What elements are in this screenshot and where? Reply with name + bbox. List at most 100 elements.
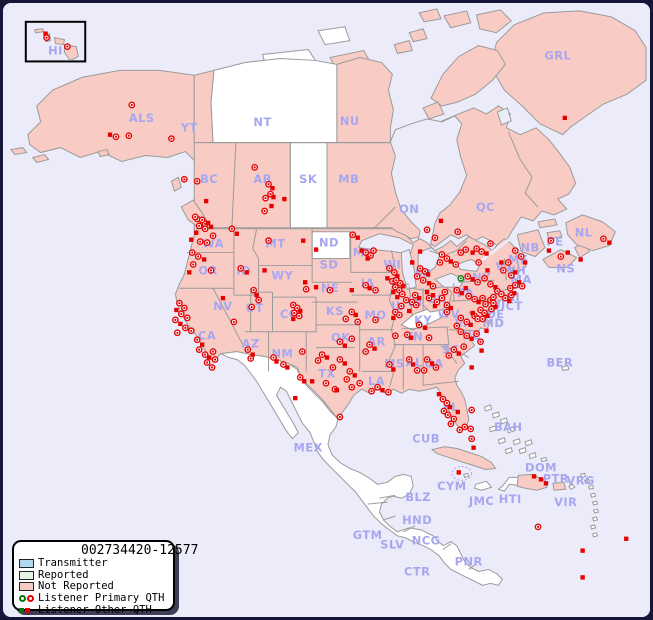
listener-primary-dot (456, 426, 464, 434)
listener-primary-dot (443, 301, 451, 309)
region-label-yt: YT (180, 121, 198, 135)
listener-primary-dot (318, 351, 326, 358)
region-label-il: IL (391, 299, 403, 313)
listener-other-dot (607, 240, 612, 245)
listener-primary-dot (425, 294, 433, 302)
listener-primary-dot (374, 383, 381, 391)
listener-other-dot (456, 470, 461, 475)
listener-primary-dot (349, 231, 357, 239)
listener-other-dot (313, 247, 319, 252)
listener-other-dot (470, 250, 475, 255)
listener-primary-dot (443, 308, 451, 316)
listener-primary-dot (441, 288, 449, 296)
listener-primary-dot (290, 309, 298, 317)
listener-primary-dot (487, 280, 494, 288)
listener-primary-dot (487, 240, 494, 248)
listener-other-dot (470, 310, 475, 316)
listener-other-dot (208, 224, 214, 229)
listener-other-dot (250, 352, 255, 357)
listener-other-dot (469, 336, 474, 341)
listener-primary-dot (436, 259, 444, 266)
listener-primary-dot (463, 332, 471, 340)
listener-primary-dot (385, 388, 392, 396)
listener-other-dot (411, 362, 416, 367)
region-haiti (497, 476, 519, 492)
listener-other-dot (367, 286, 372, 291)
listener-other-dot (372, 346, 377, 351)
listener-primary-dot (175, 299, 183, 307)
province-borders (204, 131, 539, 257)
listener-primary-dot (461, 423, 469, 431)
listener-primary-dot (511, 281, 519, 289)
legend-rows: Transmitter Reported Not Reported Listener … (19, 558, 173, 616)
listener-primary-dot (322, 379, 330, 387)
listener-other-dot (580, 575, 585, 580)
region-label-cub: CUB (412, 432, 440, 446)
island-arctic-3 (408, 28, 428, 43)
listener-primary-dot (454, 228, 462, 236)
listener-primary-dot (211, 356, 219, 363)
region-label-nt: NT (253, 115, 271, 129)
listener-primary-dot (208, 364, 216, 371)
listener-primary-dot (172, 316, 179, 324)
listener-primary-dot (431, 234, 439, 242)
region-label-ca: CA (198, 329, 216, 343)
listener-primary-dot (391, 269, 398, 276)
listener-primary-dot (507, 271, 515, 279)
listener-primary-dot (261, 207, 268, 215)
region-label-ncg: NCG (412, 534, 441, 548)
listener-primary-dot (183, 314, 191, 322)
listener-primary-dot (490, 293, 497, 301)
listener-other-dot (499, 260, 504, 265)
listener-primary-dot (479, 315, 486, 323)
listener-other-dot (468, 322, 473, 328)
listener-primary-dot (457, 314, 465, 322)
listener-other-dot (303, 280, 308, 285)
listener-other-dot (391, 315, 396, 321)
listener-primary-dot (450, 415, 458, 423)
listener-primary-dot (43, 34, 50, 42)
legend-item-reported: Reported (19, 569, 173, 582)
listener-other-dot (174, 307, 179, 313)
listener-primary-dot (453, 286, 461, 294)
lake-michigan (400, 248, 417, 290)
region-label-jmc: JMC (468, 494, 494, 508)
listener-other-dot (349, 288, 354, 293)
listener-primary-dot (386, 361, 393, 368)
region-label-cym: CYM (437, 479, 466, 493)
listener-primary-dot (128, 101, 136, 109)
listener-primary-dot (368, 387, 375, 395)
listener-other-dot (201, 257, 207, 262)
listener-primary-dot (475, 259, 482, 266)
region-label-hnd: HND (402, 513, 432, 527)
listener-primary-dot-green (457, 274, 465, 282)
listener-primary-dot (438, 294, 446, 302)
listener-other-dot (298, 308, 303, 314)
listener-primary-dot (405, 356, 413, 363)
listener-primary-dot (244, 346, 252, 353)
listener-other-dot (512, 290, 517, 296)
listener-primary-dot (453, 322, 461, 330)
region-label-md: MD (483, 316, 505, 330)
listener-primary-dot (547, 237, 555, 245)
listener-other-dot (187, 270, 192, 275)
listener-primary-dot (468, 435, 476, 443)
listener-primary-dot (488, 305, 495, 313)
listener-primary-dot (372, 286, 379, 294)
listener-primary-dot (402, 296, 410, 304)
island-anticosti (537, 218, 558, 229)
listener-primary-dot (251, 164, 259, 171)
region-label-blz: BLZ (405, 490, 431, 504)
hudson-bay (389, 115, 468, 254)
region-label-ber: BER (546, 355, 573, 369)
listener-primary-dot (439, 395, 447, 403)
listener-primary-dot (342, 315, 350, 323)
listener-primary-dot (506, 284, 514, 292)
listener-other-dot (302, 379, 307, 384)
region-new-brunswick (516, 229, 546, 258)
listener-primary-dot (250, 286, 258, 294)
legend-item-label: Listener Primary QTH (38, 592, 165, 605)
listener-primary-dot (247, 355, 255, 362)
listener-primary-dot (174, 329, 181, 337)
